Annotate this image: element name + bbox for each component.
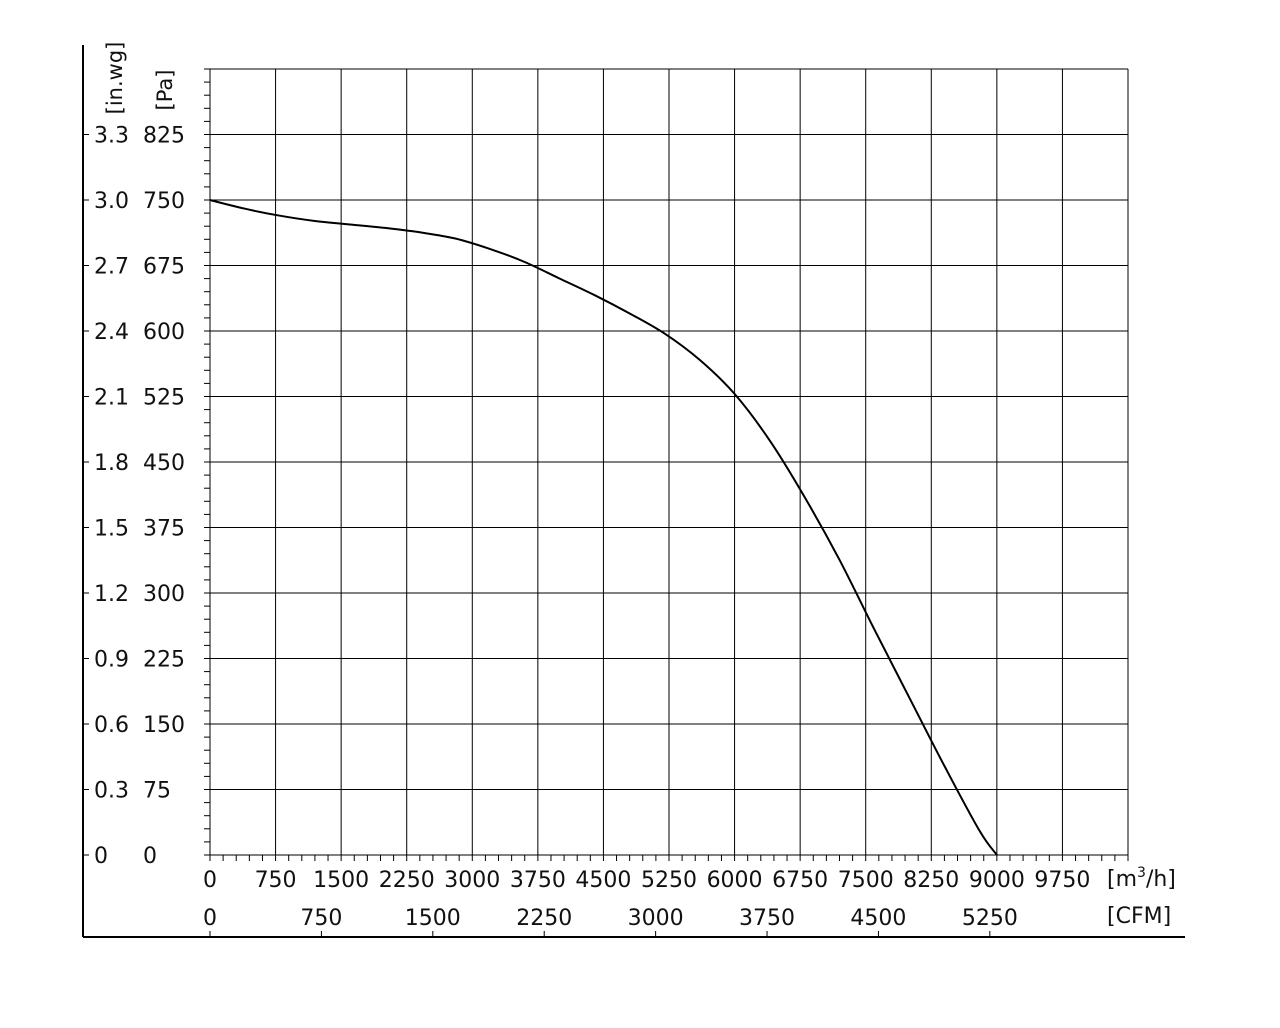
grid-lines: [209, 68, 1129, 856]
m3h-tick-label: 6000: [707, 868, 763, 893]
m3h-tick-label: 4500: [575, 868, 631, 893]
cfm-tick-label: 750: [300, 906, 342, 931]
cfm-tick-label: 0: [203, 906, 217, 931]
m3h-tick-label: 3000: [444, 868, 500, 893]
m3h-unit-tail: /h]: [1146, 867, 1176, 892]
m3h-tick-label: 2250: [379, 868, 435, 893]
axis-lines: [82, 45, 1185, 938]
m3h-tick-label: 3750: [510, 868, 566, 893]
inwg-tick-label: 1.2: [94, 582, 129, 607]
inwg-tick-label: 2.4: [94, 320, 129, 345]
pa-tick-label: 600: [143, 320, 185, 345]
pa-tick-label: 825: [143, 124, 185, 149]
minor-ticks: [204, 68, 1129, 861]
cfm-tick-label: 4500: [850, 906, 906, 931]
unit-labels: [Pa] [in.wg] [m3/h] [CFM]: [103, 42, 1176, 929]
pa-tick-label: 225: [143, 648, 185, 673]
inwg-tick-label: 0.6: [94, 713, 129, 738]
pa-tick-label: 450: [143, 451, 185, 476]
pa-tick-label: 0: [143, 844, 157, 869]
pa-tick-label: 150: [143, 713, 185, 738]
cfm-tick-label: 2250: [516, 906, 572, 931]
tick-labels: 07515022530037545052560067575082500.30.6…: [94, 124, 1090, 932]
cfm-tick-label: 5250: [962, 906, 1018, 931]
m3h-tick-label: 750: [255, 868, 297, 893]
cfm-tick-label: 1500: [405, 906, 461, 931]
m3h-tick-label: 8250: [903, 868, 959, 893]
m3h-tick-label: 9000: [969, 868, 1025, 893]
m3h-tick-label: 6750: [772, 868, 828, 893]
m3h-unit-base: [m: [1107, 867, 1137, 892]
pa-tick-label: 300: [143, 582, 185, 607]
m3h-tick-label: 9750: [1034, 868, 1090, 893]
m3h-tick-label: 7500: [838, 868, 894, 893]
inwg-tick-label: 2.1: [94, 386, 129, 411]
pa-tick-label: 75: [143, 779, 171, 804]
inwg-unit-label: [in.wg]: [103, 42, 127, 115]
m3h-tick-label: 0: [203, 868, 217, 893]
cfm-unit-label: [CFM]: [1107, 904, 1171, 929]
pa-tick-label: 750: [143, 189, 185, 214]
m3h-tick-label: 5250: [641, 868, 697, 893]
inwg-tick-label: 3.3: [94, 124, 129, 149]
cfm-tick-label: 3000: [628, 906, 684, 931]
inwg-tick-label: 0: [94, 844, 108, 869]
inwg-tick-label: 0.9: [94, 648, 129, 673]
cfm-tick-label: 3750: [739, 906, 795, 931]
inwg-tick-label: 2.7: [94, 255, 129, 280]
m3h-unit-sup: 3: [1137, 865, 1146, 881]
m3h-tick-label: 1500: [313, 868, 369, 893]
pa-tick-label: 525: [143, 386, 185, 411]
pa-tick-label: 675: [143, 255, 185, 280]
pa-tick-label: 375: [143, 517, 185, 542]
inwg-tick-label: 3.0: [94, 189, 129, 214]
pa-unit-label: [Pa]: [153, 70, 177, 111]
performance-curve: [209, 199, 998, 856]
inwg-tick-label: 0.3: [94, 779, 129, 804]
inwg-tick-label: 1.5: [94, 517, 129, 542]
inwg-tick-label: 1.8: [94, 451, 129, 476]
m3h-unit-label: [m3/h]: [1107, 865, 1176, 892]
